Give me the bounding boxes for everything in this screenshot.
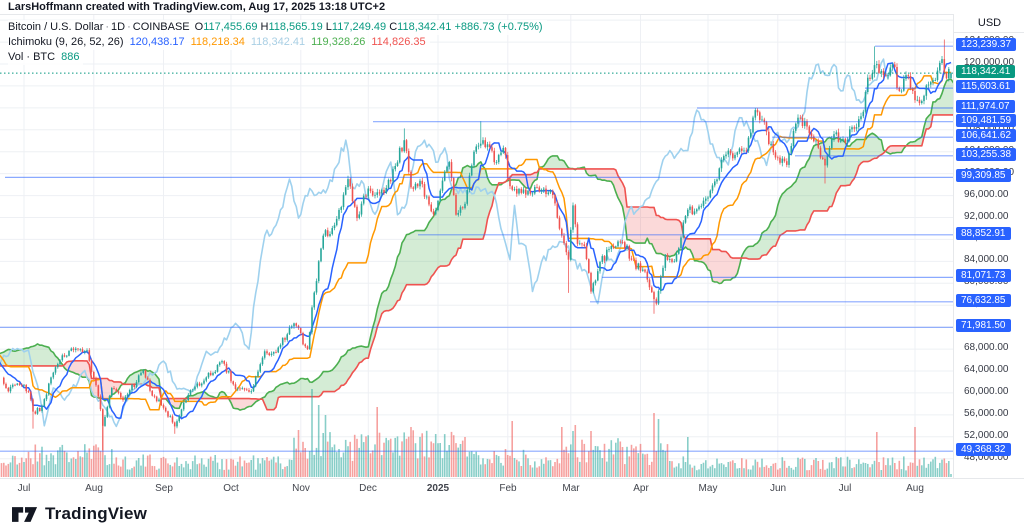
price-axis-label: 68,000.00 [964,342,1009,353]
change-value: +886.73 (+0.75%) [454,21,543,33]
time-axis-label: Feb [499,483,517,494]
low-label: L [325,21,332,33]
symbol-legend-row[interactable]: Bitcoin / U.S. Dollar · 1D · COINBASE O117,45… [8,20,547,35]
chikou-lagging-line [0,58,894,428]
grid-lines [0,15,953,479]
time-axis-label: 2025 [426,483,450,494]
time-axis-label: Apr [633,483,649,494]
close-value: 118,342.41 [397,21,452,33]
chart-legend: Bitcoin / U.S. Dollar · 1D · COINBASE O117,45… [8,20,547,65]
price-line-label[interactable]: 49,368.32 [956,443,1011,456]
time-axis-label: Aug [85,483,103,494]
price-axis-label: 120,000.00 [964,57,1015,68]
tenkan-conversion-line [0,61,952,420]
time-axis-label: Dec [359,483,377,494]
open-label: O [194,21,204,33]
low-value: 117,249.49 [331,21,387,33]
ichimoku-conversion-value: 120,438.17 [129,36,185,48]
currency-label: USD [954,14,1024,33]
price-axis-label: 108,000.00 [964,123,1014,134]
close-label: C [389,21,398,33]
price-axis-label: 56,000.00 [964,408,1009,419]
volume-bars [0,389,952,477]
time-axis-label: Nov [292,483,310,494]
ichimoku-legend-row[interactable]: Ichimoku (9, 26, 52, 26) 120,438.17 118,21… [8,35,430,50]
time-axis-label: Jul [17,483,31,494]
open-value: 117,455.69 [203,21,258,33]
time-axis[interactable]: Jul Aug Sep Oct Nov Dec 2025 Feb Mar Apr May Jun Jul… [0,478,1024,500]
senkou-b-line [0,114,953,411]
ichimoku-lead2-value: 114,826.35 [371,36,426,48]
price-axis-label: 92,000.00 [964,211,1009,222]
time-axis-label: May [698,483,718,494]
symbol-title: Bitcoin / U.S. Dollar [8,21,104,33]
price-line-label[interactable]: 99,309.85 [956,169,1011,182]
time-axis-label: Mar [562,483,580,494]
ichimoku-title: Ichimoku (9, 26, 52, 26) [8,36,124,48]
price-axis[interactable]: USD 48,000.00 52,000.00 56,000.00 60,000.00… [953,14,1024,478]
horizontal-rays [0,45,953,452]
attribution-text: LarsHoffmann created with TradingView.co… [8,1,386,13]
price-line-label[interactable]: 76,632.85 [956,294,1011,307]
candlestick-series [3,39,952,451]
price-line-label[interactable]: 109,481.59 [956,114,1017,127]
tradingview-logo[interactable]: TradingView [12,504,147,524]
price-line-label[interactable]: 115,603.61 [956,80,1016,93]
chart-area[interactable]: Bitcoin / U.S. Dollar · 1D · COINBASE O117,45… [0,14,953,479]
ichimoku-lead1-value: 119,328.26 [311,36,366,48]
tradingview-logo-text: TradingView [45,504,148,523]
price-axis-label: 64,000.00 [964,364,1009,375]
symbol-interval: 1D [111,21,126,33]
time-axis-label: Sep [155,483,173,494]
high-label: H [260,21,269,33]
symbol-exchange: COINBASE [132,21,190,33]
volume-legend-row[interactable]: Vol · BTC 886 [8,50,84,65]
price-axis-label: 84,000.00 [964,254,1009,265]
time-axis-label: Aug [906,483,924,494]
time-axis-label: Oct [223,483,239,494]
kijun-base-line [0,71,951,411]
price-line-label[interactable]: 81,071.73 [956,269,1011,282]
price-line-label[interactable]: 123,239.37 [956,38,1017,51]
tradingview-logo-icon [12,506,38,522]
price-axis-label: 52,000.00 [964,430,1009,441]
footer: TradingView [0,498,1024,532]
high-value: 118,565.19 [268,21,323,33]
legend-separator: · [127,21,131,33]
price-line-label[interactable]: 88,852.91 [956,227,1011,240]
ichimoku-lagging-value: 118,342.41 [250,36,306,48]
senkou-a-line [0,78,953,411]
volume-value: 886 [61,51,80,63]
price-chart-canvas[interactable] [0,15,953,479]
price-line-label[interactable]: 111,974.07 [956,100,1015,113]
volume-title: Vol · BTC [8,51,56,63]
time-axis-label: Jul [838,483,852,494]
time-axis-label: Jun [769,483,787,494]
price-line-label[interactable]: 103,255.38 [956,148,1017,161]
price-axis-label: 96,000.00 [964,189,1009,200]
ichimoku-base-value: 118,218.34 [190,36,245,48]
price-axis-label: 60,000.00 [964,386,1009,397]
legend-separator: · [105,21,110,33]
price-line-label[interactable]: 71,981.50 [956,319,1011,332]
price-axis-label: 48,000.00 [964,452,1009,463]
price-line-label[interactable]: 106,641.62 [956,129,1017,142]
current-price-label[interactable]: 118,342.41 [956,65,1016,78]
